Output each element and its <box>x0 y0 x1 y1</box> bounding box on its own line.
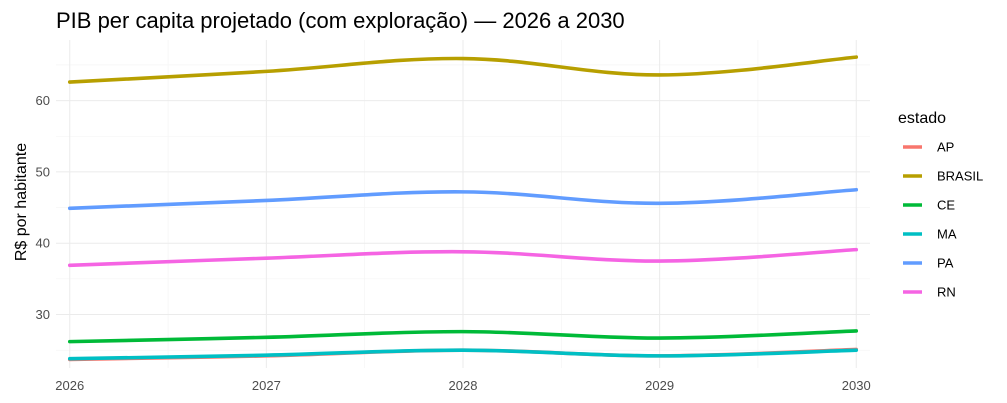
legend: estado AP BRASIL CE MA PA RN <box>898 110 983 300</box>
x-tick-label: 2027 <box>252 378 281 393</box>
x-tick-label: 2030 <box>842 378 871 393</box>
legend-label-rn: RN <box>937 285 956 300</box>
y-tick-label: 50 <box>36 164 50 179</box>
legend-label-ma: MA <box>937 227 957 242</box>
x-tick-label: 2026 <box>55 378 84 393</box>
x-tick-label: 2029 <box>645 378 674 393</box>
legend-label-pa: PA <box>937 256 954 271</box>
y-tick-label: 30 <box>36 307 50 322</box>
x-axis-ticks: 2026 2027 2028 2029 2030 <box>55 378 870 393</box>
series-line-pa <box>67 187 859 211</box>
series-line-rn <box>67 247 859 268</box>
grid <box>56 40 870 368</box>
legend-title: estado <box>898 110 946 127</box>
y-tick-label: 60 <box>36 93 50 108</box>
y-axis-ticks: 30 40 50 60 <box>36 93 50 322</box>
legend-label-brasil: BRASIL <box>937 169 983 184</box>
chart-title: PIB per capita projetado (com exploração… <box>56 8 625 33</box>
series-line-ma <box>67 348 859 361</box>
series-lines <box>67 55 859 362</box>
series-line-brasil <box>67 55 859 84</box>
y-axis-label: R$ por habitante <box>13 143 30 261</box>
y-tick-label: 40 <box>36 236 50 251</box>
series-line-ce <box>67 329 859 344</box>
legend-label-ap: AP <box>937 140 954 155</box>
x-tick-label: 2028 <box>449 378 478 393</box>
legend-label-ce: CE <box>937 198 955 213</box>
